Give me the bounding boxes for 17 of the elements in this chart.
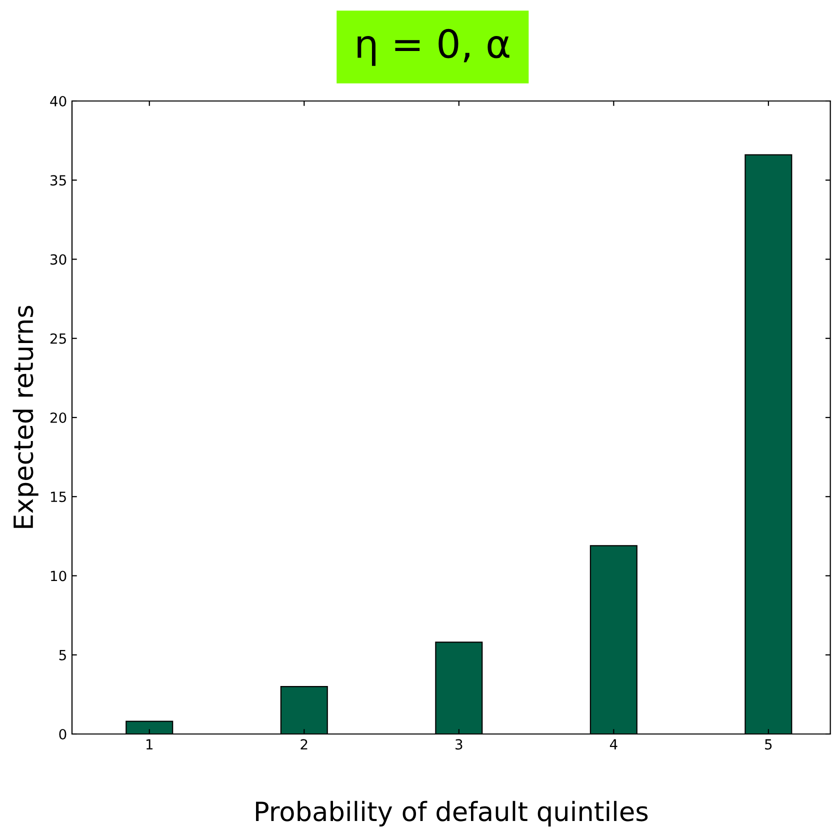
y-tick-label: 25 [50, 333, 66, 344]
chart-title: η = 0, α [358, 28, 510, 66]
x-tick-label: 1 [146, 739, 153, 750]
y-tick-label: 40 [50, 96, 66, 106]
y-tick-label: 5 [59, 650, 66, 660]
x-tick-label: 3 [456, 739, 462, 750]
y-tick-label: 15 [50, 492, 66, 502]
y-tick-label: 20 [50, 412, 66, 423]
y-tick-label: 10 [50, 570, 66, 582]
y-tick-label: 35 [50, 175, 66, 186]
x-axis-title: Probability of default quintiles [256, 800, 648, 826]
x-tick-label: 4 [610, 739, 618, 750]
x-tick-label: 5 [765, 739, 772, 750]
y-tick-label: 30 [50, 254, 66, 265]
y-tick-label: 0 [59, 728, 66, 740]
y-axis-title: Expected returns [12, 306, 38, 528]
x-tick-label: 2 [300, 739, 308, 750]
